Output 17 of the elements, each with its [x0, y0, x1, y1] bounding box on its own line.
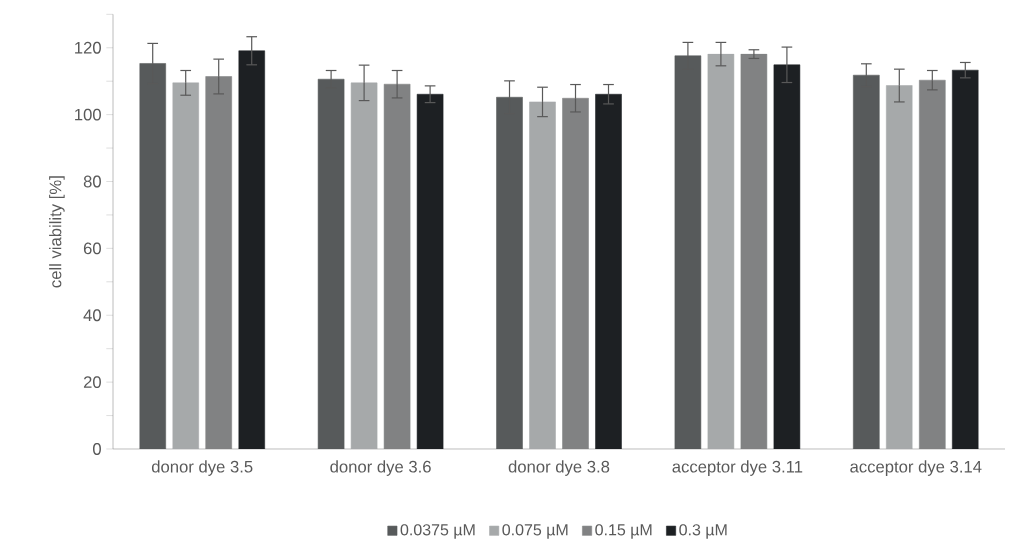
- x-tick-label: acceptor dye 3.11: [672, 460, 803, 476]
- y-tick-label: 120: [75, 41, 101, 54]
- x-tick-label: acceptor dye 3.14: [850, 460, 982, 476]
- y-tick-label: 80: [83, 175, 101, 188]
- x-tick-label: donor dye 3.8: [508, 460, 610, 476]
- legend-label: 0.3 µM: [679, 524, 727, 539]
- y-tick-label: 0: [93, 443, 101, 455]
- legend-label: 0.0375 µM: [400, 524, 475, 539]
- legend-label: 0.075 µM: [502, 524, 568, 539]
- y-axis-title: cell viability [%]: [49, 176, 65, 288]
- legend-label: 0.15 µM: [595, 524, 652, 539]
- y-tick-label: 60: [83, 242, 101, 255]
- y-tick-label: 40: [83, 309, 101, 322]
- x-tick-label: donor dye 3.5: [151, 460, 253, 476]
- y-tick-label: 20: [83, 376, 101, 389]
- y-tick-label: 100: [75, 108, 101, 121]
- x-tick-label: donor dye 3.6: [330, 460, 431, 476]
